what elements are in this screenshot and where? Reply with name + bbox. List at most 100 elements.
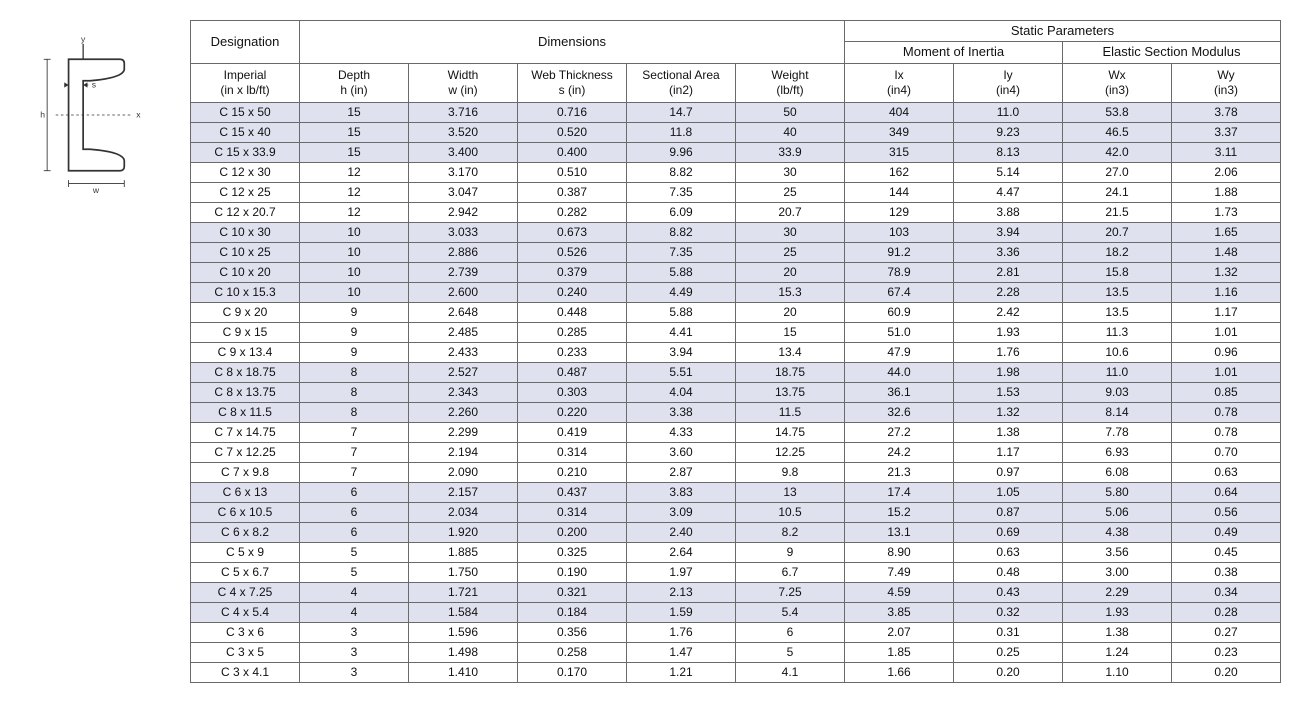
table-cell: 13.1: [845, 522, 954, 542]
table-cell: 7: [300, 422, 409, 442]
subheader-line1: Iy: [960, 68, 1056, 83]
table-cell: 1.97: [627, 562, 736, 582]
table-cell: 0.190: [518, 562, 627, 582]
table-cell: C 5 x 6.7: [191, 562, 300, 582]
table-cell: 0.23: [1172, 642, 1281, 662]
table-cell: 18.2: [1063, 242, 1172, 262]
table-cell: 0.63: [954, 542, 1063, 562]
table-cell: 30: [736, 162, 845, 182]
table-cell: 20: [736, 262, 845, 282]
table-cell: 3.400: [409, 142, 518, 162]
table-cell: 4: [300, 602, 409, 622]
table-cell: 7.49: [845, 562, 954, 582]
table-cell: C 10 x 20: [191, 262, 300, 282]
table-cell: 8.14: [1063, 402, 1172, 422]
table-cell: 8.82: [627, 222, 736, 242]
table-cell: 0.487: [518, 362, 627, 382]
table-cell: 0.510: [518, 162, 627, 182]
subheader-line2: (in x lb/ft): [197, 83, 293, 98]
subheader-line1: Width: [415, 68, 511, 83]
header-moment: Moment of Inertia: [845, 42, 1063, 63]
table-row: C 9 x 13.492.4330.2333.9413.447.91.7610.…: [191, 342, 1281, 362]
subheader-cell: Sectional Area(in2): [627, 63, 736, 102]
table-cell: 12: [300, 202, 409, 222]
table-cell: 12: [300, 162, 409, 182]
table-cell: 13.5: [1063, 282, 1172, 302]
table-cell: 10: [300, 222, 409, 242]
subheader-line2: (in2): [633, 83, 729, 98]
table-cell: 7: [300, 442, 409, 462]
table-cell: 3.00: [1063, 562, 1172, 582]
table-cell: 9.96: [627, 142, 736, 162]
table-row: C 8 x 13.7582.3430.3034.0413.7536.11.539…: [191, 382, 1281, 402]
table-cell: 6: [300, 522, 409, 542]
table-cell: 3.36: [954, 242, 1063, 262]
table-cell: 9.23: [954, 122, 1063, 142]
table-cell: 14.75: [736, 422, 845, 442]
table-cell: 0.28: [1172, 602, 1281, 622]
subheader-cell: Wy(in3): [1172, 63, 1281, 102]
subheader-cell: Iy(in4): [954, 63, 1063, 102]
table-cell: 1.16: [1172, 282, 1281, 302]
table-cell: 50: [736, 102, 845, 122]
table-cell: 1.93: [1063, 602, 1172, 622]
table-row: C 3 x 531.4980.2581.4751.850.251.240.23: [191, 642, 1281, 662]
table-cell: C 12 x 30: [191, 162, 300, 182]
table-row: C 10 x 15.3102.6000.2404.4915.367.42.281…: [191, 282, 1281, 302]
table-cell: 0.20: [954, 662, 1063, 682]
table-cell: 25: [736, 242, 845, 262]
table-cell: 0.282: [518, 202, 627, 222]
table-cell: 1.584: [409, 602, 518, 622]
table-cell: 1.66: [845, 662, 954, 682]
table-cell: 0.85: [1172, 382, 1281, 402]
subheader-line1: Ix: [851, 68, 947, 83]
table-cell: 8: [300, 382, 409, 402]
table-cell: C 12 x 25: [191, 182, 300, 202]
subheader-line2: s (in): [524, 83, 620, 98]
table-cell: 2.299: [409, 422, 518, 442]
table-cell: 1.85: [845, 642, 954, 662]
table-cell: 2.194: [409, 442, 518, 462]
table-row: C 12 x 20.7122.9420.2826.0920.71293.8821…: [191, 202, 1281, 222]
table-cell: 11.3: [1063, 322, 1172, 342]
table-cell: 0.96: [1172, 342, 1281, 362]
table-cell: C 8 x 13.75: [191, 382, 300, 402]
table-cell: 0.56: [1172, 502, 1281, 522]
table-cell: 8.82: [627, 162, 736, 182]
table-cell: C 6 x 10.5: [191, 502, 300, 522]
table-cell: 10: [300, 242, 409, 262]
table-cell: 10: [300, 262, 409, 282]
table-cell: 0.240: [518, 282, 627, 302]
table-cell: 3.033: [409, 222, 518, 242]
subheader-line2: w (in): [415, 83, 511, 98]
table-cell: 67.4: [845, 282, 954, 302]
table-cell: 7.35: [627, 242, 736, 262]
table-cell: 14.7: [627, 102, 736, 122]
table-cell: 36.1: [845, 382, 954, 402]
table-cell: 3.716: [409, 102, 518, 122]
header-modulus: Elastic Section Modulus: [1063, 42, 1281, 63]
subheader-line2: h (in): [306, 83, 402, 98]
table-cell: 1.47: [627, 642, 736, 662]
table-cell: 13: [736, 482, 845, 502]
table-cell: 0.38: [1172, 562, 1281, 582]
table-cell: 13.75: [736, 382, 845, 402]
table-cell: 5.51: [627, 362, 736, 382]
table-cell: C 15 x 33.9: [191, 142, 300, 162]
table-row: C 15 x 33.9153.4000.4009.9633.93158.1342…: [191, 142, 1281, 162]
table-cell: 1.596: [409, 622, 518, 642]
table-cell: C 7 x 14.75: [191, 422, 300, 442]
table-row: C 12 x 25123.0470.3877.35251444.4724.11.…: [191, 182, 1281, 202]
table-cell: C 9 x 13.4: [191, 342, 300, 362]
table-cell: 8.90: [845, 542, 954, 562]
table-cell: C 15 x 40: [191, 122, 300, 142]
table-cell: 0.314: [518, 502, 627, 522]
table-cell: 0.400: [518, 142, 627, 162]
table-cell: 1.32: [954, 402, 1063, 422]
table-cell: 8: [300, 362, 409, 382]
table-cell: 9: [300, 342, 409, 362]
table-cell: 3.94: [627, 342, 736, 362]
table-cell: 1.05: [954, 482, 1063, 502]
table-cell: 2.157: [409, 482, 518, 502]
table-cell: C 10 x 25: [191, 242, 300, 262]
